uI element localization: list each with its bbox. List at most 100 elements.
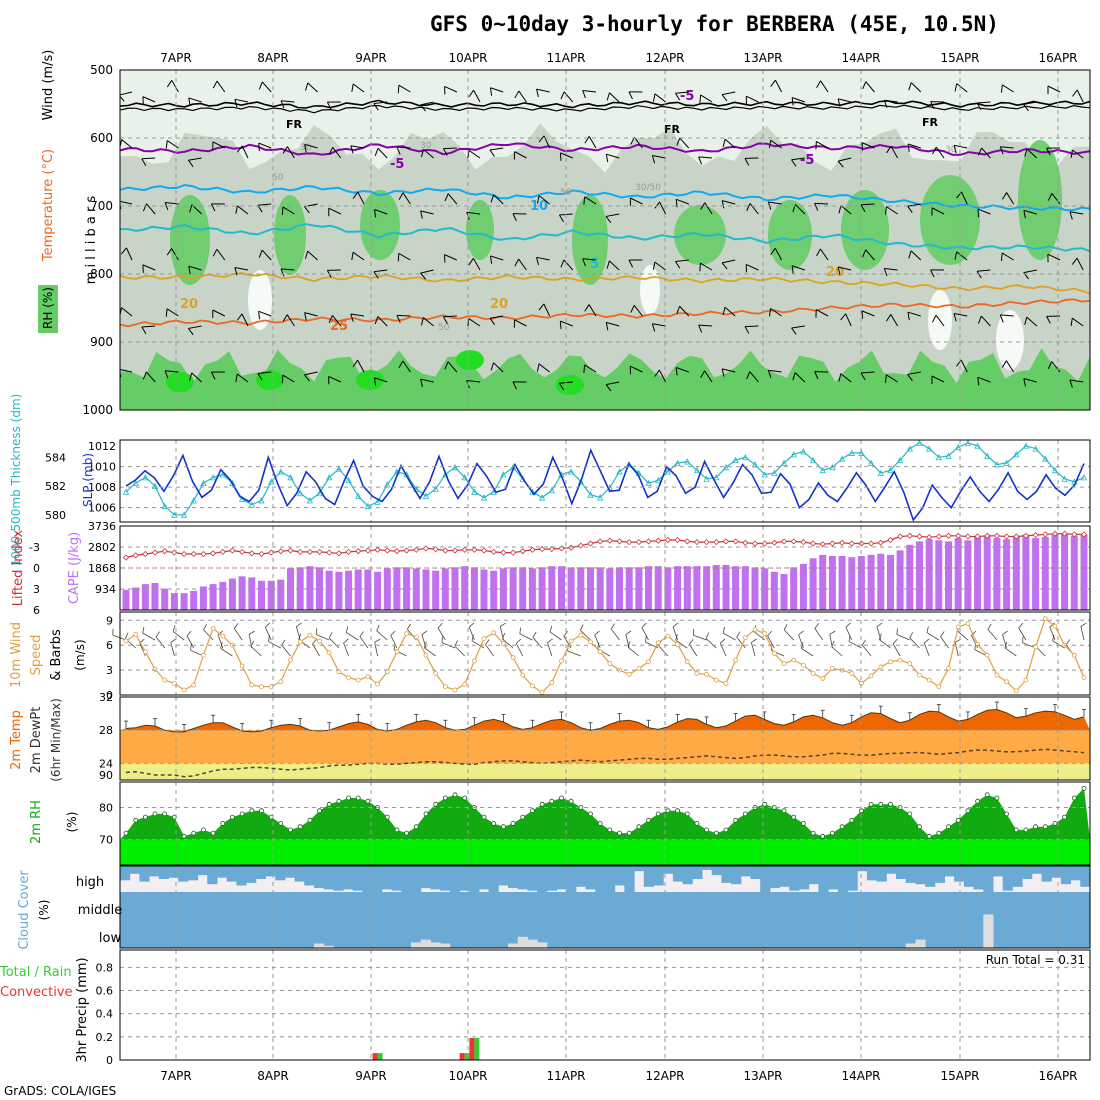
data-marker — [1033, 824, 1038, 830]
li-marker — [461, 546, 468, 553]
barb-staff — [466, 379, 481, 383]
li-marker — [577, 542, 584, 549]
barb-flag — [838, 205, 842, 214]
data-marker — [877, 469, 884, 476]
wind-barb — [652, 93, 666, 103]
wind-barb — [351, 251, 365, 261]
wind-barb — [814, 202, 829, 211]
barb-flag — [583, 364, 586, 373]
wind-barb — [1024, 316, 1038, 327]
data-marker — [326, 801, 332, 807]
barb-flag — [675, 93, 681, 101]
wind-barb — [304, 312, 318, 321]
wind-barb — [583, 196, 597, 205]
barb-flag — [212, 248, 218, 257]
x-tick-label-bottom: 10APR — [448, 1069, 487, 1083]
cloud-high-bar — [401, 866, 412, 892]
temp2m-axis-label-3: (6hr Min/Max) — [49, 698, 63, 782]
cloud-high-bar — [963, 866, 975, 887]
data-marker — [538, 494, 546, 501]
barb-flag — [421, 630, 428, 635]
barb-staff — [931, 207, 945, 215]
barb-flag — [840, 313, 847, 321]
li-marker — [287, 547, 294, 554]
barb-flag — [351, 252, 354, 261]
wind-barb — [536, 88, 550, 97]
wind10m-barb — [471, 634, 485, 649]
x-tick-label-top: 15APR — [940, 51, 979, 65]
barb-flag — [1049, 622, 1055, 628]
wind10m-barb — [312, 638, 320, 657]
wind-barb — [860, 203, 875, 212]
barb-flag — [536, 363, 540, 372]
wind-barb — [258, 310, 272, 320]
barb-flag — [304, 374, 310, 382]
cloud-high-bar — [1012, 866, 1023, 887]
cape-bar — [480, 569, 488, 610]
data-marker — [917, 824, 922, 830]
wind-barb — [351, 83, 365, 93]
barb-staff — [820, 80, 829, 93]
wind-barb — [999, 146, 1014, 155]
wind10m-barb — [610, 623, 620, 641]
data-marker — [713, 830, 719, 836]
cloud-high-bar — [120, 866, 131, 881]
data-marker — [1004, 679, 1009, 685]
data-marker — [481, 636, 487, 641]
data-marker — [945, 452, 952, 459]
data-marker — [142, 474, 149, 481]
barb-flag — [987, 623, 992, 630]
barb-staff — [396, 314, 411, 317]
data-marker — [820, 676, 826, 681]
wind-barb — [538, 303, 551, 317]
wind-barb — [444, 254, 457, 263]
temp2m-tick-label: 32 — [99, 691, 113, 704]
wind-barb — [374, 209, 388, 218]
barb-flag — [907, 312, 910, 321]
barb-flag — [1069, 379, 1073, 388]
li-tick-label: 6 — [33, 604, 40, 617]
wind-barb — [280, 100, 295, 109]
barb-flag — [398, 192, 404, 200]
cape-bar — [441, 568, 449, 610]
barb-staff — [402, 192, 411, 205]
barb-staff — [563, 259, 574, 271]
wind10m-barb — [594, 630, 601, 649]
cloud-high-bar — [323, 866, 334, 890]
cape-bar — [819, 554, 827, 610]
barb-flag — [532, 631, 537, 638]
legend-wind: Wind (m/s) — [41, 50, 56, 121]
li-marker — [945, 532, 952, 539]
data-marker — [617, 830, 622, 836]
data-marker — [123, 638, 129, 644]
barb-flag — [121, 247, 127, 255]
barb-flag — [744, 326, 750, 334]
wind-barb — [304, 143, 318, 153]
cloud-high-bar — [896, 866, 907, 879]
data-marker — [935, 453, 942, 461]
temperature-contour — [120, 223, 1090, 253]
barb-staff — [142, 264, 156, 271]
li-marker — [210, 550, 217, 557]
barb-flag — [908, 250, 912, 259]
barb-flag — [892, 638, 898, 645]
wind-barb — [699, 94, 713, 103]
barb-flag — [930, 269, 935, 278]
barb-staff — [374, 642, 378, 657]
barb-flag — [736, 631, 741, 638]
barb-flag — [1000, 84, 1003, 93]
barb-flag — [1070, 149, 1073, 158]
barb-staff — [845, 313, 852, 327]
cape-bar — [809, 558, 817, 610]
cloud-high-bar — [847, 866, 858, 891]
data-marker — [500, 641, 506, 646]
contour-label: -5 — [680, 89, 694, 104]
precip-tick-label: 0.8 — [96, 961, 114, 974]
wind-barb — [722, 138, 736, 149]
barb-staff — [791, 157, 805, 161]
data-marker — [413, 634, 419, 640]
cloud-high-bar — [488, 866, 499, 892]
li-marker — [616, 538, 623, 545]
wind-barb — [120, 91, 133, 102]
cloud-high-bar — [362, 866, 373, 892]
